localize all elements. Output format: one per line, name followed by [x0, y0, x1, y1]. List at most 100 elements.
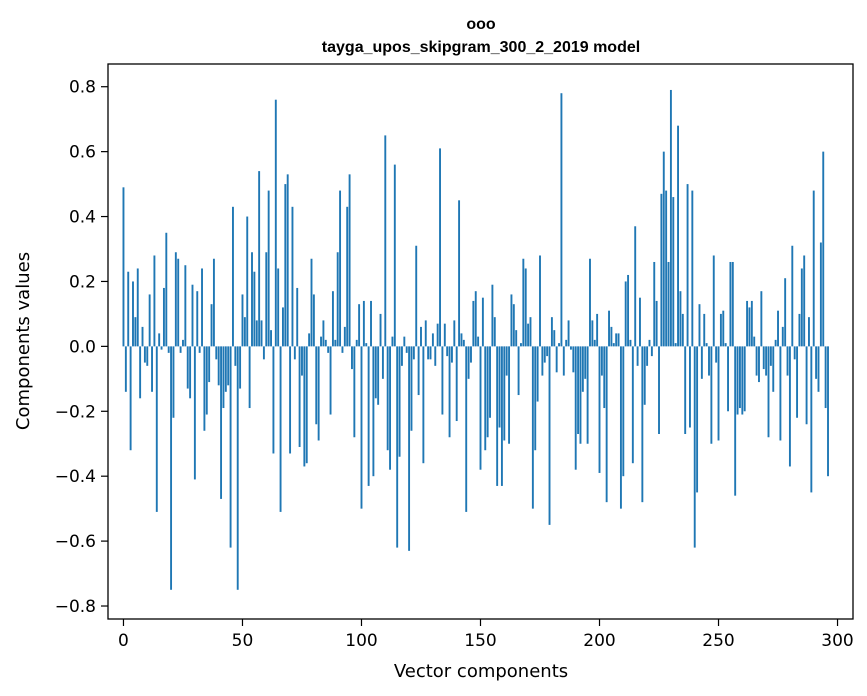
- bar-169: [524, 268, 527, 347]
- y-tick-label: 0.6: [69, 143, 96, 163]
- bar-271: [767, 346, 770, 438]
- bar-203: [605, 346, 608, 503]
- bar-22: [174, 252, 177, 347]
- bar-46: [232, 206, 234, 347]
- bar-257: [734, 346, 737, 496]
- bar-94: [346, 206, 349, 347]
- bar-16: [160, 346, 163, 350]
- bar-122: [412, 346, 415, 360]
- bar-225: [658, 346, 660, 434]
- bar-23: [177, 258, 180, 347]
- bar-175: [539, 255, 541, 347]
- bar-92: [341, 346, 344, 353]
- bar-183: [558, 343, 560, 347]
- bar-81: [315, 346, 318, 425]
- x-tick-label: 100: [345, 631, 377, 651]
- bar-8: [141, 326, 144, 347]
- bar-290: [812, 190, 815, 347]
- bar-287: [805, 346, 808, 425]
- bar-153: [486, 346, 489, 438]
- bar-272: [769, 346, 772, 366]
- bar-128: [427, 346, 430, 360]
- bar-259: [738, 346, 741, 409]
- bar-80: [312, 294, 315, 347]
- bar-40: [217, 346, 220, 386]
- bar-265: [753, 336, 756, 347]
- bar-251: [719, 313, 722, 347]
- bar-208: [617, 333, 620, 347]
- bar-27: [186, 346, 189, 389]
- bar-264: [750, 300, 753, 347]
- bar-195: [586, 346, 589, 444]
- bar-144: [465, 346, 468, 512]
- bar-57: [258, 171, 261, 347]
- bar-198: [593, 339, 596, 347]
- bar-105: [372, 346, 375, 477]
- bar-6: [136, 268, 139, 347]
- bar-176: [541, 346, 544, 376]
- bar-121: [410, 346, 413, 431]
- bar-49: [239, 346, 242, 389]
- bar-78: [308, 333, 311, 347]
- bar-241: [696, 346, 699, 493]
- bar-10: [146, 346, 149, 366]
- bar-222: [650, 346, 653, 357]
- bar-182: [555, 346, 558, 373]
- y-axis-ticks: −0.8 −0.6 −0.4 −0.2 0.0 0.2 0.4 0.6 0.8: [55, 78, 108, 617]
- bar-61: [267, 190, 270, 347]
- bar-197: [591, 320, 594, 347]
- bar-252: [722, 310, 725, 347]
- bar-4: [132, 281, 134, 347]
- bar-62: [270, 330, 272, 347]
- bar-37: [210, 304, 213, 347]
- bar-14: [155, 346, 158, 512]
- bar-282: [793, 346, 796, 360]
- bar-24: [179, 346, 182, 353]
- bar-260: [741, 346, 744, 415]
- bar-35: [205, 346, 208, 415]
- bar-180: [550, 317, 553, 347]
- bar-60: [265, 252, 268, 347]
- bar-107: [377, 346, 380, 405]
- bar-70: [289, 346, 292, 454]
- bar-256: [731, 261, 734, 347]
- bar-205: [610, 326, 613, 347]
- bar-73: [296, 287, 299, 347]
- bar-296: [827, 346, 829, 477]
- bar-32: [198, 346, 201, 353]
- plot-frame: [107, 63, 854, 620]
- bar-228: [665, 190, 668, 347]
- bar-77: [305, 346, 308, 464]
- x-tick-label: 200: [583, 631, 615, 651]
- bar-276: [779, 346, 782, 441]
- bar-199: [596, 313, 599, 347]
- bar-131: [434, 346, 437, 366]
- y-tick-label: 0.0: [69, 337, 96, 357]
- bar-33: [201, 268, 203, 347]
- bar-155: [491, 284, 494, 347]
- bar-123: [415, 245, 418, 347]
- bar-140: [455, 346, 458, 422]
- bar-218: [641, 346, 644, 503]
- bar-44: [227, 346, 230, 386]
- y-tick-label: 0.8: [69, 78, 96, 98]
- bar-192: [579, 346, 582, 444]
- bar-109: [381, 346, 384, 379]
- bar-152: [484, 346, 487, 451]
- bar-110: [384, 135, 387, 347]
- bar-143: [462, 339, 465, 347]
- bar-59: [262, 346, 265, 360]
- bar-194: [584, 346, 587, 379]
- bar-55: [253, 271, 256, 347]
- bar-167: [520, 343, 522, 347]
- bar-127: [424, 320, 427, 347]
- bar-41: [220, 346, 223, 499]
- bar-56: [255, 320, 258, 347]
- bar-212: [627, 274, 630, 347]
- bar-74: [298, 346, 301, 447]
- bar-293: [819, 242, 822, 347]
- bar-248: [712, 255, 715, 347]
- bar-177: [543, 346, 546, 363]
- bar-17: [162, 287, 165, 347]
- bar-204: [608, 310, 610, 347]
